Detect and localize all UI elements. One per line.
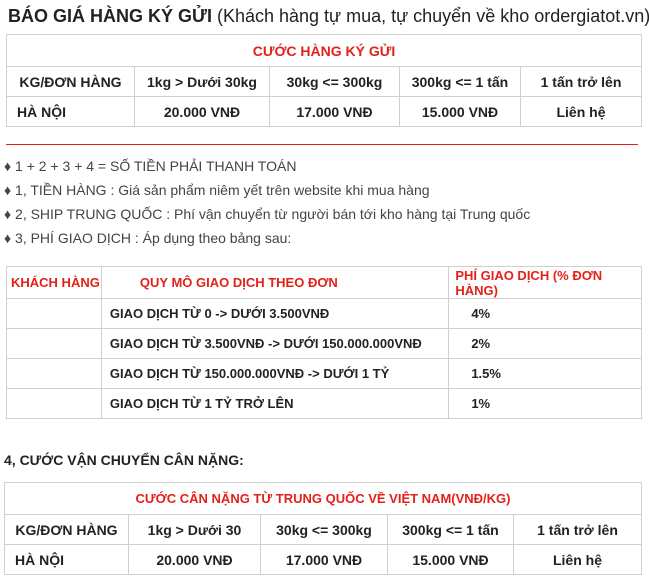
table2-cell-customer	[6, 388, 102, 419]
table2-cell-fee: 4%	[448, 298, 642, 329]
table2-cell-scale: GIAO DỊCH TỪ 150.000.000VNĐ -> DƯỚI 1 TỶ	[100, 358, 450, 389]
table1-cell-price3: 15.000 VNĐ	[399, 96, 521, 127]
table3-header-weight: KG/ĐƠN HÀNG	[4, 514, 129, 545]
bullet-item: ♦ 1, TIỀN HÀNG : Giá sản phẩm niêm yết t…	[4, 182, 430, 198]
table3-header-tier3: 300kg <= 1 tấn	[387, 514, 514, 545]
bullet-item: ♦ 1 + 2 + 3 + 4 = SỐ TIỀN PHẢI THANH TOÁ…	[4, 158, 297, 174]
divider	[6, 144, 638, 145]
table1-caption: CƯỚC HÀNG KÝ GỬI	[6, 34, 642, 67]
bullet-list: ♦ 1 + 2 + 3 + 4 = SỐ TIỀN PHẢI THANH TOÁ…	[4, 156, 644, 252]
weight-shipping-table: CƯỚC CÂN NẶNG TỪ TRUNG QUỐC VỀ VIỆT NAM(…	[4, 482, 642, 575]
table2-cell-customer	[6, 298, 102, 329]
table2-cell-customer	[6, 358, 102, 389]
section4-heading: 4, CƯỚC VẬN CHUYỂN CÂN NẶNG:	[4, 452, 244, 468]
table1-header-tier4: 1 tấn trở lên	[520, 66, 642, 97]
table3-cell-price3: 15.000 VNĐ	[387, 544, 514, 575]
table-row: GIAO DỊCH TỪ 3.500VNĐ -> DƯỚI 150.000.00…	[6, 328, 642, 359]
table2-cell-customer	[6, 328, 102, 359]
table2-header-scale: QUY MÔ GIAO DỊCH THEO ĐƠN	[100, 266, 450, 299]
table1-header-tier3: 300kg <= 1 tấn	[399, 66, 521, 97]
bullet-item: ♦ 3, PHÍ GIAO DỊCH : Áp dụng theo bảng s…	[4, 230, 292, 246]
table2-cell-scale: GIAO DỊCH TỪ 1 TỶ TRỞ LÊN	[100, 388, 450, 419]
table1-cell-city: HÀ NỘI	[6, 96, 135, 127]
table1-cell-price4: Liên hệ	[520, 96, 642, 127]
table2-header-fee: PHÍ GIAO DỊCH (% ĐƠN HÀNG)	[448, 266, 642, 299]
table3-cell-price2: 17.000 VNĐ	[260, 544, 388, 575]
table1-header-tier1: 1kg > Dưới 30kg	[134, 66, 270, 97]
table-row: GIAO DỊCH TỪ 0 -> DƯỚI 3.500VNĐ 4%	[6, 298, 642, 329]
table2-cell-fee: 2%	[448, 328, 642, 359]
table2-cell-scale: GIAO DỊCH TỪ 3.500VNĐ -> DƯỚI 150.000.00…	[100, 328, 450, 359]
table-row: GIAO DỊCH TỪ 1 TỶ TRỞ LÊN 1%	[6, 388, 642, 419]
table2-cell-fee: 1%	[448, 388, 642, 419]
table1-header-weight: KG/ĐƠN HÀNG	[6, 66, 135, 97]
table2-cell-scale: GIAO DỊCH TỪ 0 -> DƯỚI 3.500VNĐ	[100, 298, 450, 329]
table3-caption: CƯỚC CÂN NẶNG TỪ TRUNG QUỐC VỀ VIỆT NAM(…	[4, 482, 642, 515]
table3-cell-city: HÀ NỘI	[4, 544, 129, 575]
table3-cell-price4: Liên hệ	[513, 544, 642, 575]
page-title: BÁO GIÁ HÀNG KÝ GỬI (Khách hàng tự mua, …	[8, 4, 649, 28]
consignment-price-table: CƯỚC HÀNG KÝ GỬI KG/ĐƠN HÀNG 1kg > Dưới …	[6, 34, 642, 127]
bullet-item: ♦ 2, SHIP TRUNG QUỐC : Phí vận chuyển từ…	[4, 206, 531, 222]
table2-header-customer: KHÁCH HÀNG	[6, 266, 102, 299]
table3-header-tier1: 1kg > Dưới 30	[128, 514, 261, 545]
table3-cell-price1: 20.000 VNĐ	[128, 544, 261, 575]
table1-header-tier2: 30kg <= 300kg	[269, 66, 400, 97]
table-row: GIAO DỊCH TỪ 150.000.000VNĐ -> DƯỚI 1 TỶ…	[6, 358, 642, 389]
table2-cell-fee: 1.5%	[448, 358, 642, 389]
title-subtitle: (Khách hàng tự mua, tự chuyển về kho ord…	[211, 6, 649, 26]
table1-cell-price2: 17.000 VNĐ	[269, 96, 400, 127]
table3-header-tier4: 1 tấn trở lên	[513, 514, 642, 545]
transaction-fee-table: KHÁCH HÀNG QUY MÔ GIAO DỊCH THEO ĐƠN PHÍ…	[6, 266, 642, 419]
table1-cell-price1: 20.000 VNĐ	[134, 96, 270, 127]
table3-header-tier2: 30kg <= 300kg	[260, 514, 388, 545]
title-bold: BÁO GIÁ HÀNG KÝ GỬI	[8, 6, 212, 26]
